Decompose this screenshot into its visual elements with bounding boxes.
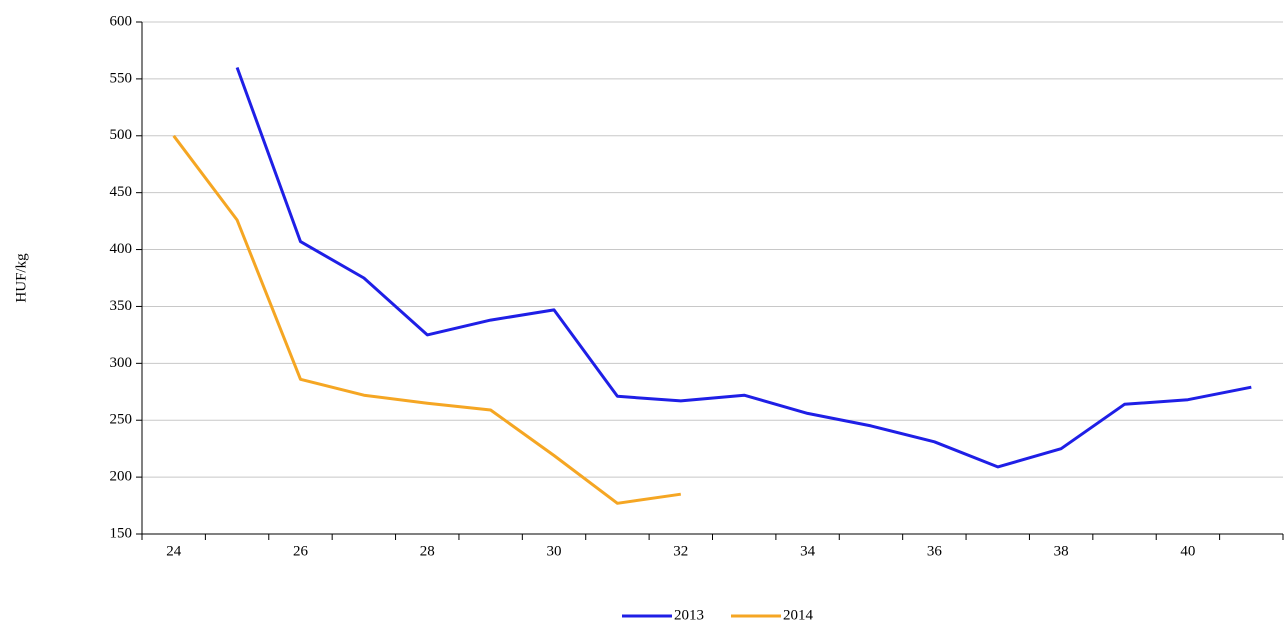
y-tick-label: 250 [110, 412, 133, 428]
y-tick-label: 400 [110, 241, 133, 257]
y-tick-label: 300 [110, 355, 133, 371]
x-tick-label: 34 [800, 543, 816, 559]
data-line [172, 134, 682, 505]
x-tick-label: 24 [166, 543, 182, 559]
legend-label: 2013 [674, 607, 704, 623]
x-tick-label: 30 [547, 543, 562, 559]
y-tick-label: 200 [110, 469, 133, 485]
y-tick-label: 450 [110, 184, 133, 200]
y-tick-label: 500 [110, 127, 133, 143]
x-tick-label: 40 [1180, 543, 1195, 559]
y-tick-label: 150 [110, 525, 133, 541]
x-tick-label: 28 [420, 543, 435, 559]
x-tick-label: 26 [293, 543, 309, 559]
y-tick-label: 350 [110, 298, 133, 314]
data-line [235, 66, 1252, 469]
y-tick-label: 550 [110, 70, 133, 86]
x-tick-label: 36 [927, 543, 943, 559]
x-tick-label: 38 [1054, 543, 1069, 559]
y-tick-label: 600 [110, 13, 133, 29]
legend-label: 2014 [783, 607, 814, 623]
x-tick-label: 32 [673, 543, 688, 559]
y-axis-label: HUF/kg [13, 253, 29, 303]
